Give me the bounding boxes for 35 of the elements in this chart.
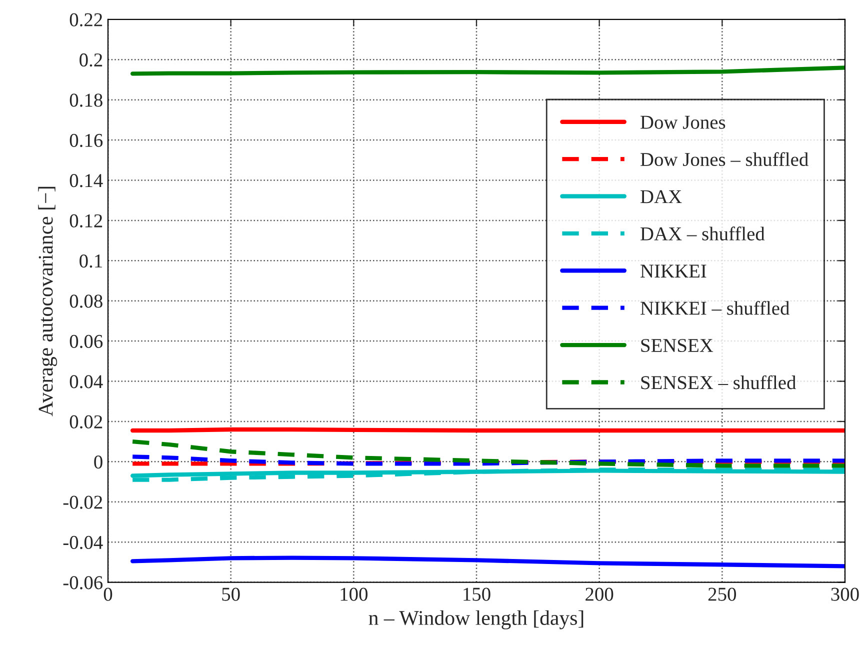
- legend-label: DAX – shuffled: [640, 226, 765, 240]
- line-series: [130, 439, 845, 468]
- y-tick-label: 0.18: [70, 94, 102, 107]
- line-series: [130, 66, 845, 76]
- y-tick-label: -0.04: [63, 536, 103, 550]
- y-tick-label: 0.04: [70, 375, 103, 388]
- legend-label: NIKKEI – shuffled: [640, 300, 790, 315]
- legend-label: DAX: [640, 190, 682, 204]
- y-tick-label: 0.1: [80, 254, 102, 268]
- x-tick-label: 150: [464, 588, 490, 601]
- y-tick-label: 0.22: [70, 13, 102, 26]
- y-tick-label: 0.02: [70, 415, 102, 428]
- x-tick-label: 250: [708, 588, 736, 601]
- legend-label: NIKKEI: [640, 264, 706, 278]
- x-tick-label: 0: [104, 588, 112, 601]
- x-tick-label: 100: [340, 588, 368, 601]
- legend-label: Dow Jones: [640, 116, 726, 129]
- y-tick-label: -0.06: [63, 576, 103, 590]
- y-tick-label: -0.02: [63, 496, 102, 509]
- y-tick-label: 0.14: [70, 174, 103, 188]
- y-axis-title: Average autocovariance [−]: [38, 186, 58, 416]
- y-tick-label: 0.16: [70, 134, 103, 148]
- legend-label: SENSEX – shuffled: [641, 375, 796, 390]
- y-tick-label: 0.06: [70, 334, 103, 348]
- line-series: [130, 556, 845, 568]
- x-tick-label: 200: [586, 588, 614, 601]
- y-tick-label: 0.08: [70, 294, 102, 308]
- legend-label: SENSEX: [641, 338, 714, 352]
- x-axis-title: n – Window length [days]: [368, 610, 584, 630]
- y-tick-label: 0: [94, 455, 102, 469]
- y-tick-label: 0.2: [80, 53, 102, 67]
- y-tick-label: 0.12: [70, 214, 102, 228]
- x-tick-label: 50: [222, 588, 240, 601]
- x-tick-label: 300: [831, 588, 859, 601]
- legend-label: Dow Jones – shuffled: [640, 152, 808, 166]
